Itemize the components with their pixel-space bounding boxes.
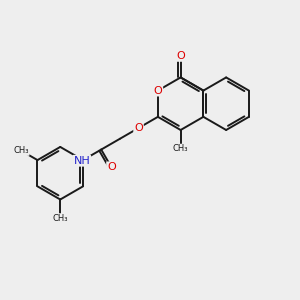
Text: NH: NH (74, 156, 90, 166)
Text: CH₃: CH₃ (173, 144, 188, 153)
Text: CH₃: CH₃ (52, 214, 68, 223)
Text: O: O (176, 51, 185, 61)
Text: O: O (107, 162, 116, 172)
Text: O: O (134, 123, 143, 133)
Text: CH₃: CH₃ (14, 146, 29, 155)
Text: O: O (154, 85, 162, 96)
